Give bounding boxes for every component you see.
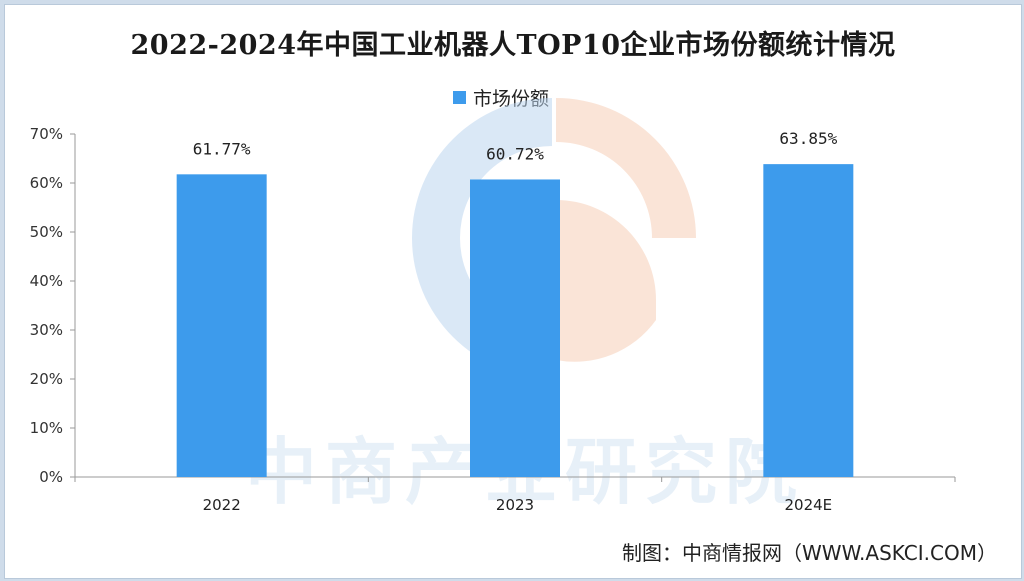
bar <box>470 179 560 478</box>
data-label: 63.85% <box>779 129 837 148</box>
bars <box>176 164 854 478</box>
y-tick-label: 10% <box>30 419 63 437</box>
watermark-logo <box>412 98 696 378</box>
data-label: 60.72% <box>486 144 544 163</box>
x-tick-label: 2023 <box>496 496 534 514</box>
legend-swatch <box>453 90 466 104</box>
data-label: 61.77% <box>193 139 251 158</box>
data-labels: 61.77% 60.72% 63.85% <box>193 129 838 163</box>
y-axis-ticks: 0% 10% 20% 30% 40% 50% 60% 70% <box>30 125 75 486</box>
y-tick-label: 60% <box>30 174 63 192</box>
y-tick-label: 40% <box>30 272 63 290</box>
y-tick-label: 0% <box>39 468 63 486</box>
chart-title: 2022-2024年中国工业机器人TOP10企业市场份额统计情况 <box>130 30 896 61</box>
y-tick-label: 50% <box>30 223 63 241</box>
x-tick-label: 2022 <box>203 496 241 514</box>
x-tick-label: 2024E <box>785 496 833 514</box>
logo-blue-arc <box>412 98 552 378</box>
bar <box>763 164 854 477</box>
logo-orange-arc <box>556 98 696 362</box>
x-axis-ticks: 2022 2023 2024E <box>203 496 833 514</box>
bar <box>176 174 267 477</box>
y-tick-label: 30% <box>30 321 63 339</box>
y-tick-label: 70% <box>30 125 63 143</box>
source-note: 制图：中商情报网（WWW.ASKCI.COM） <box>622 541 997 565</box>
y-tick-label: 20% <box>30 370 63 388</box>
